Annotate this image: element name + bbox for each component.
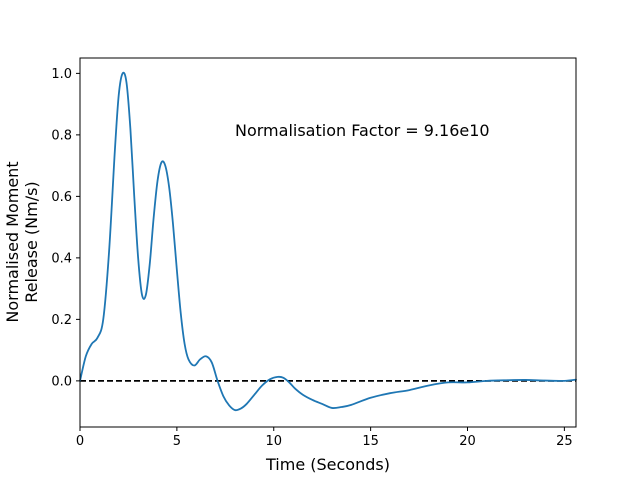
y-axis-label-line-1: Normalised Moment bbox=[3, 161, 22, 322]
y-tick-label-2: 0.4 bbox=[51, 251, 72, 266]
x-tick-label-2: 10 bbox=[265, 434, 282, 449]
axes-frame bbox=[79, 57, 577, 428]
y-axis-label: Normalised Moment Release (Nm/s) bbox=[3, 161, 41, 322]
x-tick-label-3: 15 bbox=[362, 434, 379, 449]
normalisation-annotation: Normalisation Factor = 9.16e10 bbox=[235, 121, 490, 140]
series-line-0 bbox=[79, 71, 577, 412]
x-tick-label-0: 0 bbox=[76, 434, 84, 449]
y-tick-label-5: 1.0 bbox=[51, 67, 72, 82]
y-tick-label-1: 0.2 bbox=[51, 313, 72, 328]
x-tick-label-5: 25 bbox=[556, 434, 573, 449]
y-tick-label-4: 0.8 bbox=[51, 128, 72, 143]
plot-layer: 0 5 10 15 20 25 0.0 0.2 0.4 0.6 0.8 1.0 bbox=[51, 57, 577, 449]
x-axis-label: Time (Seconds) bbox=[265, 455, 390, 474]
x-tick-label-1: 5 bbox=[173, 434, 181, 449]
y-tick-label-3: 0.6 bbox=[51, 190, 72, 205]
y-tick-label-0: 0.0 bbox=[51, 374, 72, 389]
y-axis-label-line-2: Release (Nm/s) bbox=[22, 181, 41, 302]
x-tick-label-4: 20 bbox=[459, 434, 476, 449]
